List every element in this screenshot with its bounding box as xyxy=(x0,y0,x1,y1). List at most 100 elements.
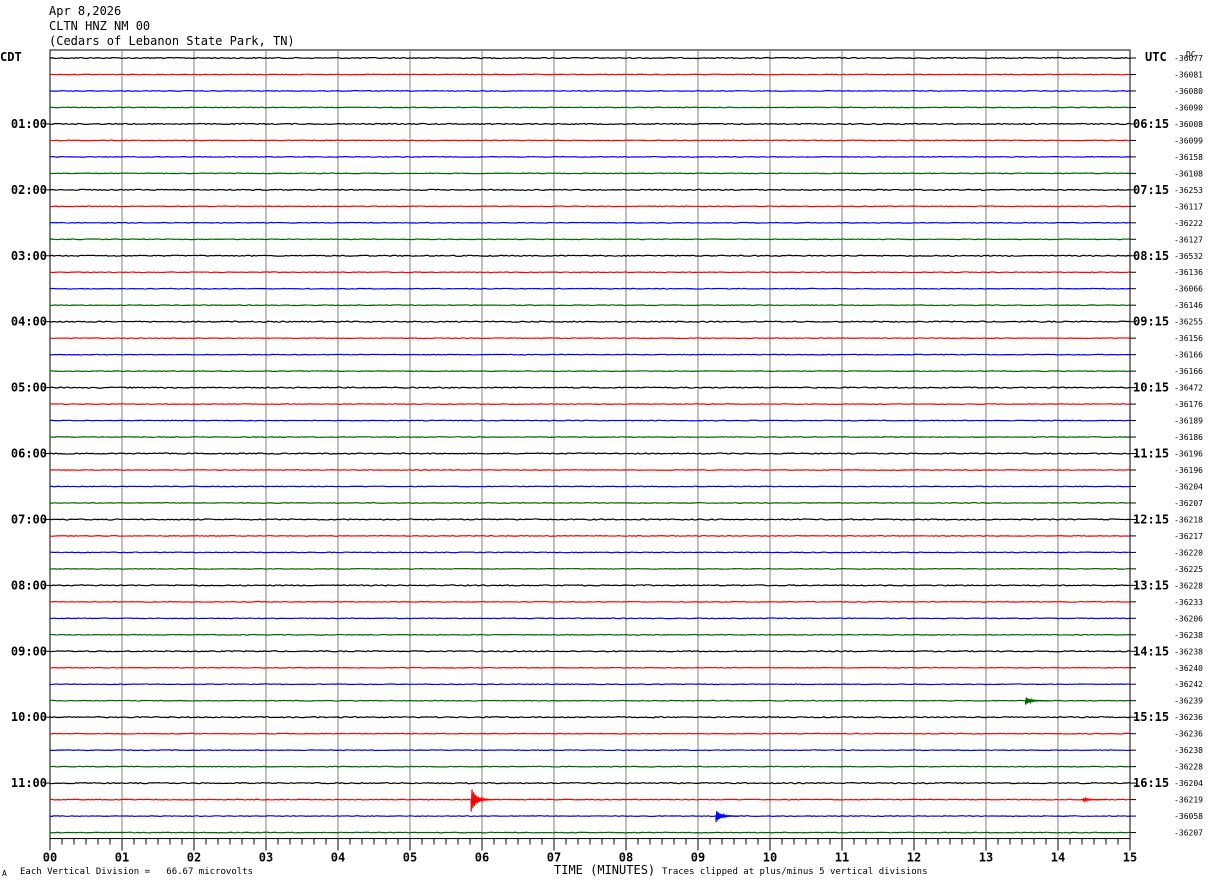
left-axis-title: CDT xyxy=(0,50,22,64)
left-hour-label: 01:00 xyxy=(11,117,47,131)
plot-frame xyxy=(49,49,1131,840)
seismic-trace xyxy=(49,501,1131,504)
x-tick-label: 02 xyxy=(187,851,201,865)
seismic-trace xyxy=(49,781,1131,785)
seismic-trace xyxy=(49,205,1130,208)
date-label: Apr 8,2026 xyxy=(49,4,122,18)
right-hour-label: 11:15 xyxy=(1133,447,1169,461)
trace-offset-label: -36236 xyxy=(1174,730,1203,739)
trace-offset-label: -36176 xyxy=(1174,400,1203,409)
trace-offset-label: -36186 xyxy=(1174,433,1203,442)
seismic-trace xyxy=(49,139,1131,142)
x-tick-label: 01 xyxy=(115,851,129,865)
trace-offset-label: -36217 xyxy=(1174,532,1203,541)
trace-offset-label: -36472 xyxy=(1174,384,1203,393)
trace-offset-label: -36218 xyxy=(1174,515,1203,524)
location-label: (Cedars of Lebanon State Park, TN) xyxy=(49,34,295,48)
seismic-trace xyxy=(49,353,1131,356)
seismic-trace xyxy=(49,403,1131,406)
trace-offset-label: -36219 xyxy=(1174,796,1203,805)
x-tick-label: 13 xyxy=(979,851,993,865)
right-hour-label: 14:15 xyxy=(1133,644,1169,658)
seismic-trace xyxy=(49,122,1131,126)
x-tick-label: 15 xyxy=(1123,851,1137,865)
scale-text: Each Vertical Division = 66.67 microvolt… xyxy=(20,867,253,877)
right-hour-label: 07:15 xyxy=(1133,183,1169,197)
seismic-trace xyxy=(49,419,1131,422)
trace-offset-label: -36196 xyxy=(1174,450,1203,459)
seismic-trace xyxy=(49,452,1131,455)
seismic-trace xyxy=(49,534,1131,537)
left-hour-label: 02:00 xyxy=(11,183,47,197)
x-tick-label: 10 xyxy=(763,851,777,865)
trace-offset-label: -36222 xyxy=(1174,219,1203,228)
trace-offset-label: -36204 xyxy=(1174,482,1203,491)
left-hour-label: 06:00 xyxy=(11,447,47,461)
trace-offset-label: -36238 xyxy=(1174,647,1203,656)
x-tick-label: 00 xyxy=(43,851,57,865)
seismic-trace xyxy=(49,798,1131,801)
seismic-trace xyxy=(49,238,1131,241)
seismic-event xyxy=(1025,697,1049,705)
trace-offset-label: -36532 xyxy=(1174,252,1203,261)
trace-offset-label: -36008 xyxy=(1174,120,1203,129)
right-hour-label: 12:15 xyxy=(1133,512,1169,526)
x-tick-label: 11 xyxy=(835,851,849,865)
left-hour-label: 08:00 xyxy=(11,578,47,592)
trace-offset-label: -36255 xyxy=(1174,318,1203,327)
seismic-trace xyxy=(49,436,1131,439)
x-tick-label: 04 xyxy=(331,851,345,865)
x-tick-label: 08 xyxy=(619,851,633,865)
seismic-trace xyxy=(49,567,1131,570)
seismic-trace xyxy=(49,683,1131,686)
seismic-trace xyxy=(49,271,1131,274)
trace-offset-label: -36220 xyxy=(1174,548,1203,557)
trace-offset-label: -36081 xyxy=(1174,70,1203,79)
trace-offset-label: -36228 xyxy=(1174,763,1203,772)
trace-offset-label: -36158 xyxy=(1174,153,1203,162)
trace-offset-label: -36233 xyxy=(1174,598,1203,607)
seismic-trace xyxy=(49,172,1131,175)
right-axis-title: UTC xyxy=(1145,50,1167,64)
seismic-trace xyxy=(49,469,1131,471)
seismic-trace xyxy=(49,749,1131,752)
right-hour-label: 06:15 xyxy=(1133,117,1169,131)
seismic-trace xyxy=(49,831,1131,834)
trace-offset-label: -36204 xyxy=(1174,779,1203,788)
trace-offset-label: -36166 xyxy=(1174,367,1203,376)
left-hour-label: 11:00 xyxy=(11,776,47,790)
seismic-trace xyxy=(49,699,1131,702)
left-hour-label: 04:00 xyxy=(11,315,47,329)
left-hour-label: 05:00 xyxy=(11,381,47,395)
seismic-trace xyxy=(49,551,1131,554)
seismic-trace xyxy=(49,188,1131,192)
seismic-event xyxy=(715,810,740,823)
trace-offset-label: -36196 xyxy=(1174,466,1203,475)
trace-offset-label: -36077 xyxy=(1174,54,1203,63)
trace-offset-label: -36240 xyxy=(1174,664,1203,673)
seismic-trace xyxy=(49,666,1131,669)
trace-offset-label: -36236 xyxy=(1174,713,1203,722)
seismic-trace xyxy=(49,485,1131,488)
trace-offset-label: -36253 xyxy=(1174,186,1203,195)
right-hour-label: 09:15 xyxy=(1133,315,1169,329)
trace-offset-label: -36166 xyxy=(1174,351,1203,360)
seismic-trace xyxy=(49,732,1130,735)
right-hour-label: 15:15 xyxy=(1133,710,1169,724)
trace-offset-label: -36228 xyxy=(1174,581,1203,590)
trace-offset-label: -36058 xyxy=(1174,812,1203,821)
seismic-trace xyxy=(49,89,1131,92)
x-axis-title: TIME (MINUTES) xyxy=(554,863,656,877)
trace-offset-label: -36127 xyxy=(1174,235,1203,244)
right-hour-label: 13:15 xyxy=(1133,578,1169,592)
x-tick-label: 05 xyxy=(403,851,417,865)
trace-offset-label: -36080 xyxy=(1174,87,1203,96)
trace-offset-label: -36242 xyxy=(1174,680,1203,689)
seismic-trace xyxy=(49,386,1131,389)
trace-offset-label: -36090 xyxy=(1174,103,1203,112)
trace-offset-label: -36238 xyxy=(1174,746,1203,755)
seismic-trace xyxy=(49,320,1131,323)
seismic-event xyxy=(1082,796,1107,804)
trace-offset-label: -36146 xyxy=(1174,301,1203,310)
left-hour-label: 03:00 xyxy=(11,249,47,263)
